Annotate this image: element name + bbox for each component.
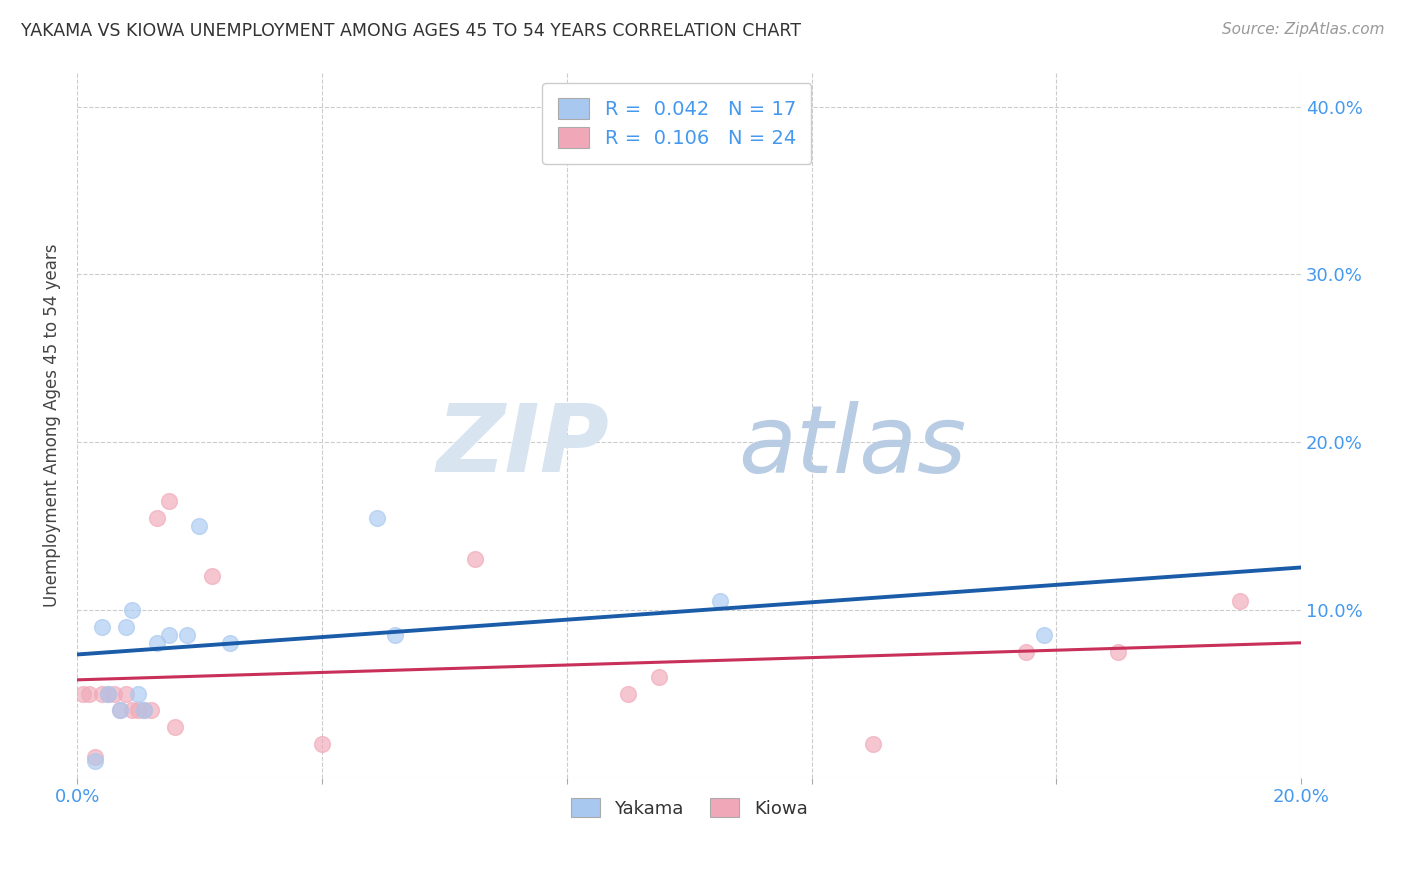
Point — [84, 750, 107, 764]
Point — [157, 493, 180, 508]
Point — [1015, 645, 1038, 659]
Point — [201, 569, 224, 583]
Point — [127, 687, 149, 701]
Point — [108, 703, 131, 717]
Y-axis label: Unemployment Among Ages 45 to 54 years: Unemployment Among Ages 45 to 54 years — [44, 244, 60, 607]
Point — [79, 687, 101, 701]
Point — [366, 510, 388, 524]
Point — [115, 619, 138, 633]
Point — [1229, 594, 1251, 608]
Point — [145, 636, 167, 650]
Point — [862, 737, 884, 751]
Point — [90, 687, 112, 701]
Point — [1107, 645, 1129, 659]
Point — [121, 703, 143, 717]
Point — [617, 687, 640, 701]
Point — [219, 636, 242, 650]
Point — [188, 519, 211, 533]
Point — [464, 552, 486, 566]
Point — [311, 737, 333, 751]
Point — [108, 703, 131, 717]
Point — [163, 720, 186, 734]
Point — [84, 754, 107, 768]
Point — [134, 703, 156, 717]
Point — [115, 687, 138, 701]
Point — [647, 670, 669, 684]
Point — [157, 628, 180, 642]
Point — [72, 687, 94, 701]
Point — [176, 628, 198, 642]
Point — [1033, 628, 1056, 642]
Text: atlas: atlas — [738, 401, 966, 491]
Point — [97, 687, 120, 701]
Point — [384, 628, 406, 642]
Text: ZIP: ZIP — [437, 401, 610, 492]
Text: Source: ZipAtlas.com: Source: ZipAtlas.com — [1222, 22, 1385, 37]
Point — [97, 687, 120, 701]
Text: YAKAMA VS KIOWA UNEMPLOYMENT AMONG AGES 45 TO 54 YEARS CORRELATION CHART: YAKAMA VS KIOWA UNEMPLOYMENT AMONG AGES … — [21, 22, 801, 40]
Point — [134, 703, 156, 717]
Point — [709, 594, 731, 608]
Point — [127, 703, 149, 717]
Point — [90, 619, 112, 633]
Point — [103, 687, 125, 701]
Point — [145, 510, 167, 524]
Point — [121, 603, 143, 617]
Point — [139, 703, 162, 717]
Legend: Yakama, Kiowa: Yakama, Kiowa — [564, 790, 815, 825]
